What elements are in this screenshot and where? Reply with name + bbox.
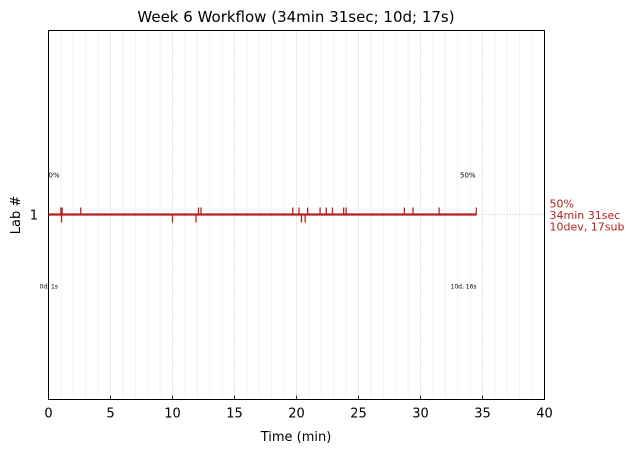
x-tick-label: 10: [164, 407, 181, 422]
chart-title: Week 6 Workflow (34min 31sec; 10d; 17s): [137, 8, 454, 26]
x-tick-label: 5: [106, 407, 114, 422]
end-percent-label: 50%: [460, 172, 476, 180]
summary-text: 50%: [550, 198, 574, 211]
x-axis: 0 5 10 15 20 25 30 35 40: [44, 395, 553, 422]
y-axis-label: Lab #: [9, 196, 24, 235]
summary-text: 10dev, 17sub: [550, 221, 625, 234]
x-tick-label: 20: [288, 407, 305, 422]
start-percent-label: 0%: [49, 172, 60, 180]
y-tick-label: 1: [30, 209, 38, 224]
x-tick-label: 0: [44, 407, 52, 422]
summary-text: 34min 31sec: [550, 209, 621, 222]
x-tick-label: 30: [412, 407, 429, 422]
x-tick-label: 25: [350, 407, 367, 422]
start-count-label: 0d, 1s: [40, 284, 58, 291]
x-tick-label: 35: [474, 407, 491, 422]
y-axis: 1: [30, 209, 38, 224]
x-tick-label: 15: [226, 407, 243, 422]
x-tick-label: 40: [536, 407, 553, 422]
end-count-label: 10d, 16s: [451, 284, 477, 291]
x-axis-label: Time (min): [260, 430, 332, 445]
